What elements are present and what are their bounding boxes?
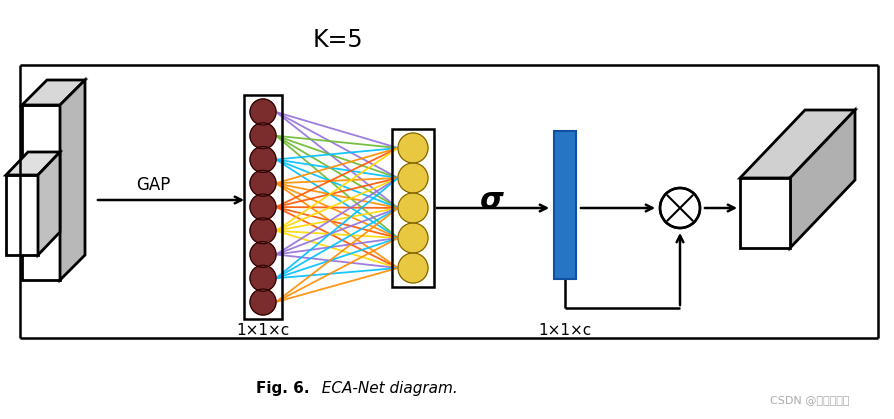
Polygon shape	[739, 110, 854, 178]
Text: ECA-Net diagram.: ECA-Net diagram.	[312, 380, 457, 396]
Text: Fig. 6.: Fig. 6.	[257, 380, 309, 396]
Circle shape	[249, 99, 275, 125]
Polygon shape	[789, 110, 854, 248]
Circle shape	[249, 123, 275, 149]
Circle shape	[398, 223, 427, 253]
Bar	[553, 131, 576, 279]
Circle shape	[398, 253, 427, 283]
Circle shape	[249, 218, 275, 244]
Text: K=5: K=5	[312, 28, 363, 52]
Polygon shape	[60, 80, 85, 280]
Bar	[244, 95, 282, 319]
Polygon shape	[22, 80, 85, 105]
Polygon shape	[739, 178, 789, 248]
Circle shape	[659, 188, 699, 228]
Circle shape	[249, 241, 275, 267]
Polygon shape	[6, 152, 60, 175]
Circle shape	[398, 193, 427, 223]
Bar	[392, 129, 434, 287]
Circle shape	[249, 170, 275, 196]
Text: CSDN @夏日的盒子: CSDN @夏日的盒子	[770, 395, 848, 405]
Circle shape	[249, 147, 275, 173]
Circle shape	[398, 163, 427, 193]
Circle shape	[249, 265, 275, 291]
Circle shape	[249, 289, 275, 315]
Circle shape	[249, 194, 275, 220]
Polygon shape	[38, 152, 60, 255]
Text: 1×1×c: 1×1×c	[236, 323, 290, 337]
Polygon shape	[6, 175, 38, 255]
Text: 1×1×c: 1×1×c	[538, 323, 591, 337]
Text: GAP: GAP	[136, 176, 170, 194]
Text: $\boldsymbol{\sigma}$: $\boldsymbol{\sigma}$	[478, 184, 504, 215]
Polygon shape	[22, 105, 60, 280]
Circle shape	[398, 133, 427, 163]
